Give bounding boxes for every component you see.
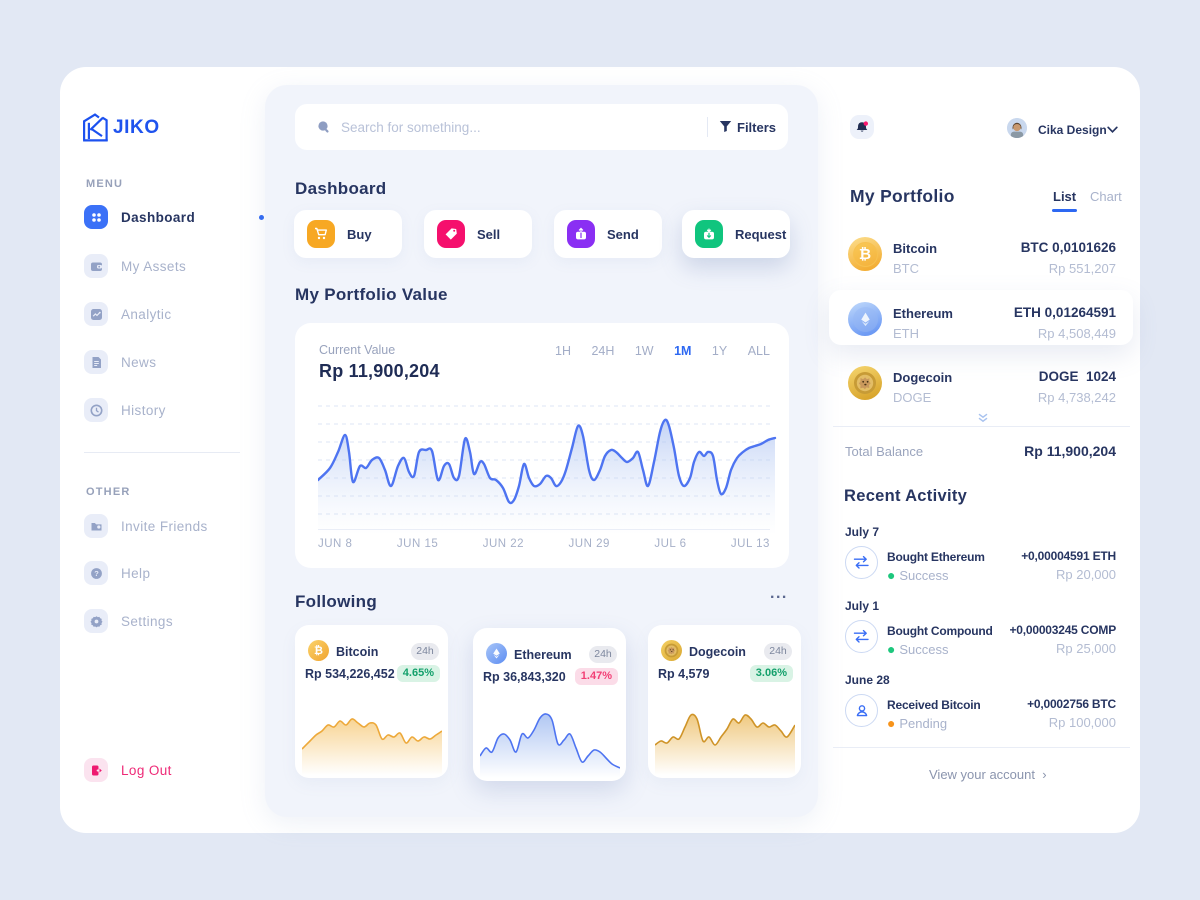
- svg-text:?: ?: [94, 569, 99, 578]
